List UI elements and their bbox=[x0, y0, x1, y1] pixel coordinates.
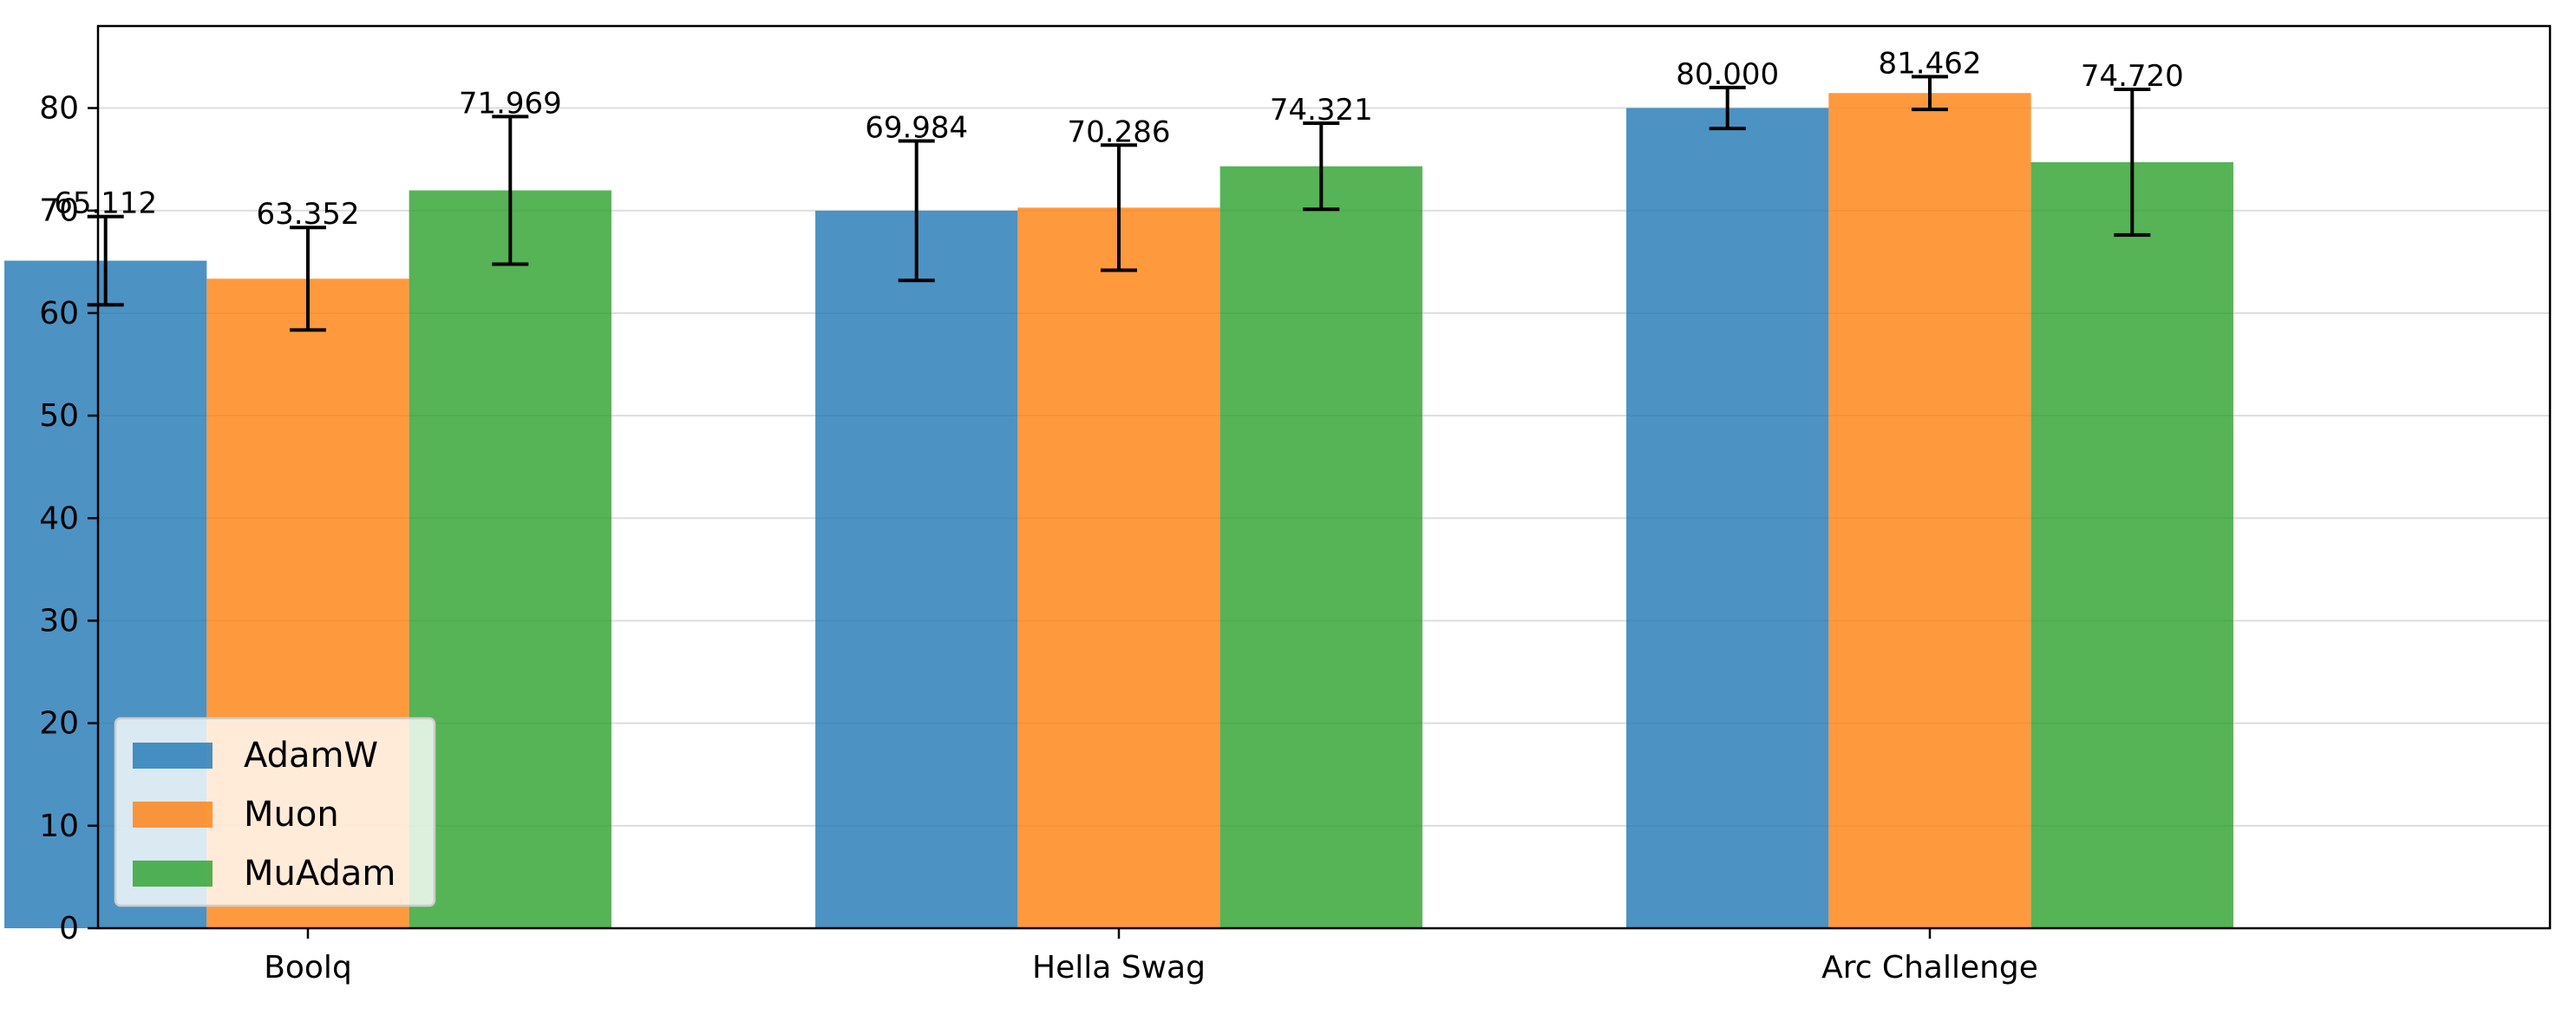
bar-muadam-2 bbox=[2030, 161, 2233, 929]
data-label: 74.321 bbox=[1270, 93, 1373, 128]
bar-muon-2 bbox=[1828, 93, 2031, 928]
plot-frame bbox=[96, 24, 2552, 930]
x-tick-label: Arc Challenge bbox=[1821, 950, 2038, 986]
y-tick-label: 30 bbox=[39, 603, 79, 638]
data-label: 71.969 bbox=[459, 86, 562, 121]
legend-swatch-adamw bbox=[133, 743, 212, 769]
x-axis: Boolq Hella Swag Arc Challenge bbox=[264, 928, 2038, 986]
data-label: 63.352 bbox=[257, 197, 360, 232]
y-tick-label: 0 bbox=[59, 911, 79, 946]
bar-muadam-1 bbox=[1219, 166, 1422, 929]
y-tick-label: 80 bbox=[39, 91, 79, 127]
legend-label-muon: Muon bbox=[244, 795, 339, 835]
y-tick-label: 50 bbox=[39, 398, 79, 434]
y-tick-label: 20 bbox=[39, 706, 79, 742]
data-label: 81.462 bbox=[1879, 46, 1982, 81]
legend: AdamW Muon MuAdam bbox=[114, 717, 436, 907]
y-tick-label: 10 bbox=[39, 809, 79, 844]
x-tick-label: Hella Swag bbox=[1032, 950, 1206, 986]
y-axis: 0 10 20 30 40 50 60 70 80 bbox=[39, 91, 98, 946]
y-tick-label: 60 bbox=[39, 296, 79, 331]
legend-label-adamw: AdamW bbox=[244, 736, 378, 776]
bar-adamw-1 bbox=[815, 210, 1018, 928]
y-tick-label: 70 bbox=[39, 193, 79, 229]
data-label: 80.000 bbox=[1676, 57, 1779, 92]
bar-adamw-2 bbox=[1626, 108, 1829, 928]
data-label: 74.720 bbox=[2081, 59, 2184, 94]
data-label: 69.984 bbox=[865, 111, 968, 146]
bar-muon-1 bbox=[1017, 207, 1220, 928]
data-label: 65.112 bbox=[54, 187, 157, 221]
y-tick-label: 40 bbox=[39, 501, 79, 536]
legend-swatch-muon bbox=[133, 802, 212, 828]
legend-label-muadam: MuAdam bbox=[244, 854, 396, 894]
x-tick-label: Boolq bbox=[264, 950, 352, 986]
error-bars bbox=[87, 75, 2151, 332]
bar-muadam-0 bbox=[409, 190, 611, 928]
data-label: 70.286 bbox=[1068, 115, 1171, 149]
data-labels: 65.112 63.352 71.969 69.984 70.286 74.321 80.0… bbox=[54, 46, 2184, 232]
legend-swatch-muadam bbox=[133, 861, 212, 887]
